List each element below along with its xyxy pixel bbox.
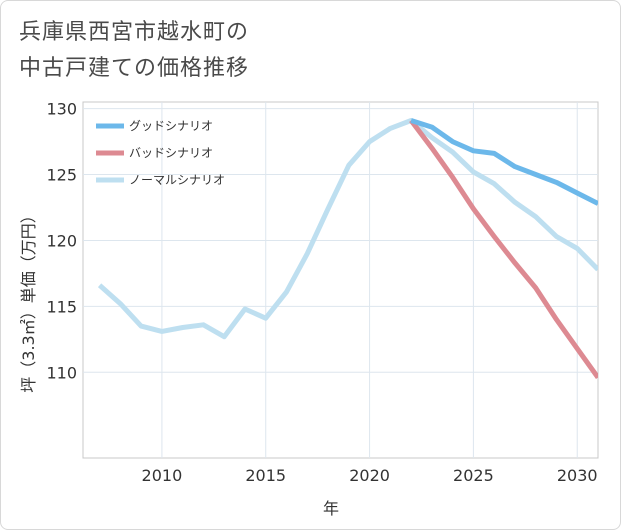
x-tick-label: 2010	[142, 466, 183, 485]
chart-title-line1: 兵庫県西宮市越水町の	[19, 20, 250, 45]
legend-label: ノーマルシナリオ	[129, 173, 225, 187]
legend-label: グッドシナリオ	[129, 119, 213, 133]
legend-label: バッドシナリオ	[129, 146, 213, 160]
y-tick-label: 125	[46, 166, 77, 185]
series-lines	[97, 118, 598, 380]
tick-labels: 2010 2015 2020 2025 2030 110 115 120 125 130	[46, 100, 597, 485]
series-line-1	[409, 118, 598, 380]
y-tick-label: 130	[46, 100, 77, 119]
y-tick-label: 115	[46, 297, 77, 316]
plot-area	[82, 101, 599, 459]
series-line-0	[410, 118, 598, 206]
y-tick-label: 110	[46, 363, 77, 382]
chart-title-line2: 中古戸建ての価格推移	[19, 56, 250, 81]
grid-lines	[83, 102, 598, 458]
x-tick-label: 2020	[349, 466, 390, 485]
x-tick-label: 2030	[557, 466, 598, 485]
y-tick-label: 120	[46, 231, 77, 250]
y-axis-label: 坪（3.3㎡）単価（万円）	[19, 207, 38, 392]
x-axis-label: 年	[323, 499, 339, 518]
series-line-2	[97, 118, 598, 340]
x-tick-label: 2025	[453, 466, 494, 485]
chart-title: 兵庫県西宮市越水町の 中古戸建ての価格推移	[19, 15, 249, 87]
x-tick-label: 2015	[245, 466, 286, 485]
